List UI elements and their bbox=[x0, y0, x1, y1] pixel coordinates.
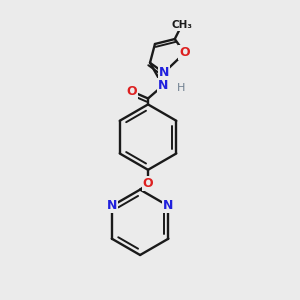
Text: CH₃: CH₃ bbox=[171, 20, 192, 30]
Text: N: N bbox=[163, 200, 174, 212]
Text: O: O bbox=[179, 46, 190, 59]
Text: O: O bbox=[127, 85, 137, 98]
Text: N: N bbox=[106, 200, 117, 212]
Text: O: O bbox=[143, 177, 153, 190]
Text: H: H bbox=[177, 82, 185, 93]
Text: N: N bbox=[158, 79, 168, 92]
Text: N: N bbox=[159, 66, 169, 79]
